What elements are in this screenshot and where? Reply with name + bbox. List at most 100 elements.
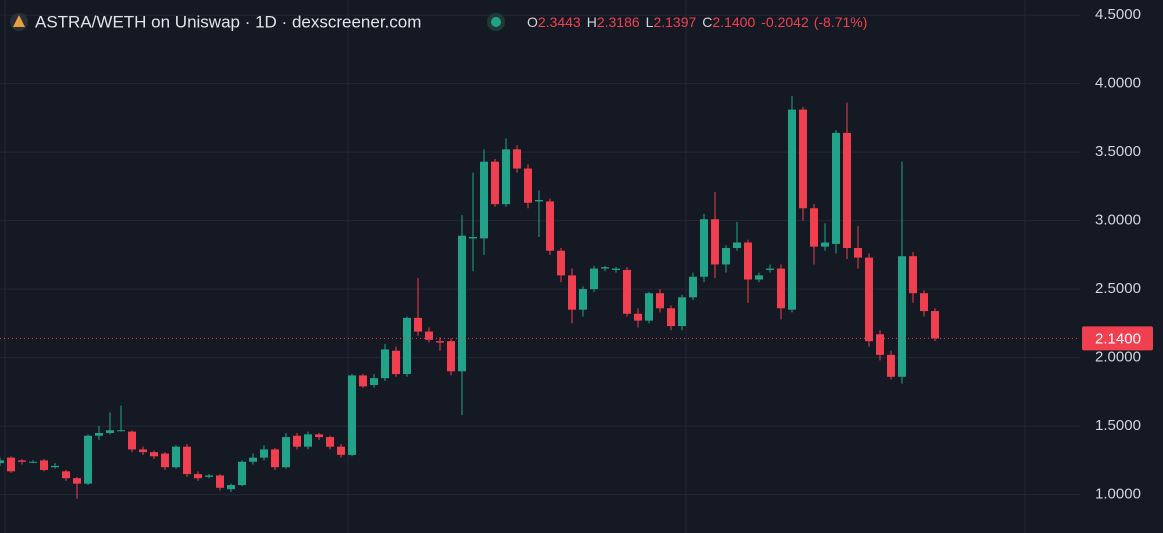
candle-body [898, 256, 906, 377]
candle-body [656, 293, 664, 309]
legend-change-pct: (-8.71%) [814, 14, 868, 30]
candle-body [678, 297, 686, 327]
legend-change: -0.2042 [761, 14, 809, 30]
candle-body [414, 317, 422, 332]
candle-body [73, 478, 81, 484]
candle-body [854, 248, 862, 258]
candle-body [282, 437, 290, 468]
legend-value: 2.3443 [538, 14, 581, 30]
candle-body [370, 378, 378, 386]
candle-body [810, 208, 818, 247]
last-price-tag [1082, 326, 1153, 351]
candle-body [700, 219, 708, 277]
legend-value: 2.1397 [653, 14, 696, 30]
candle-body [40, 460, 48, 470]
candle-body [876, 334, 884, 355]
candle-body [381, 349, 389, 379]
candle-body [29, 461, 37, 463]
candle-body [711, 219, 719, 265]
candle-body [51, 465, 59, 468]
candle-body [205, 475, 213, 477]
ohlc-legend: O2.3443 H2.3186 L2.1397 C2.1400 -0.2042 (-8.7… [527, 14, 867, 30]
candle-body [458, 235, 466, 372]
candle-body [645, 293, 653, 321]
legend-value: 2.3186 [597, 14, 640, 30]
candle-body [755, 275, 763, 280]
candle-body [139, 449, 147, 453]
legend-key: C [702, 14, 712, 30]
candle-body [150, 452, 158, 457]
candle-body [348, 375, 356, 455]
candle-body [128, 431, 136, 450]
candle-body [194, 474, 202, 479]
candle-body [491, 161, 499, 205]
legend-key: H [587, 14, 597, 30]
status-dot [491, 17, 501, 27]
candle-body [887, 354, 895, 377]
y-tick-label: 3.5000 [1095, 143, 1141, 160]
vertical-grid [4, 0, 1026, 533]
y-tick-label: 4.5000 [1095, 6, 1141, 23]
candle-body [271, 449, 279, 468]
candle-body [249, 457, 257, 462]
candle-body [601, 267, 609, 269]
legend-key: O [527, 14, 538, 30]
candle-body [689, 276, 697, 298]
candle-body [0, 460, 4, 464]
candle-body [227, 485, 235, 490]
candle-body [524, 168, 532, 203]
candle-body [931, 311, 939, 339]
candle-body [722, 248, 730, 265]
candle-body [788, 109, 796, 310]
candle-body [84, 435, 92, 484]
candle-body [7, 457, 15, 472]
candle-body [293, 435, 301, 447]
y-tick-label: 1.0000 [1095, 486, 1141, 503]
y-tick-label: 1.5000 [1095, 417, 1141, 434]
candle-body [502, 149, 510, 205]
candle-body [425, 331, 433, 340]
candle-body [623, 269, 631, 314]
candle-body [436, 341, 444, 343]
last-price-label: 2.1400 [1095, 330, 1141, 347]
candle-body [843, 132, 851, 249]
candle-body [832, 132, 840, 244]
candle-body [183, 446, 191, 475]
candle-body [403, 317, 411, 375]
candle-body [909, 256, 917, 294]
candle-body [447, 341, 455, 372]
candle-body [535, 200, 543, 202]
candle-body [777, 268, 785, 309]
legend-key: L [646, 14, 654, 30]
plot [0, 14, 1080, 499]
candle-body [667, 308, 675, 327]
candle-body [238, 461, 246, 486]
candle-body [304, 434, 312, 447]
candle-body [18, 460, 26, 462]
candle-body [733, 242, 741, 249]
candle-body [557, 250, 565, 276]
candle-body [117, 430, 125, 432]
candle-body [326, 437, 334, 447]
candle-body [865, 257, 873, 342]
candle-body [337, 446, 345, 455]
candle-body [513, 149, 521, 169]
y-tick-label: 4.0000 [1095, 75, 1141, 92]
candle-body [821, 242, 829, 247]
logo [13, 15, 25, 27]
candle-body [216, 475, 224, 488]
candle-body [480, 161, 488, 239]
chart-title: ASTRA/WETH on Uniswap · 1D · dexscreener… [35, 12, 421, 31]
candle-body [920, 293, 928, 312]
candle-body [579, 289, 587, 310]
candle-body [744, 242, 752, 280]
candle-body [315, 434, 323, 438]
candle-body [469, 237, 477, 239]
candle-body [106, 430, 114, 433]
candle-body [799, 109, 807, 209]
y-tick-label: 3.0000 [1095, 212, 1141, 229]
candle-body [260, 449, 268, 458]
